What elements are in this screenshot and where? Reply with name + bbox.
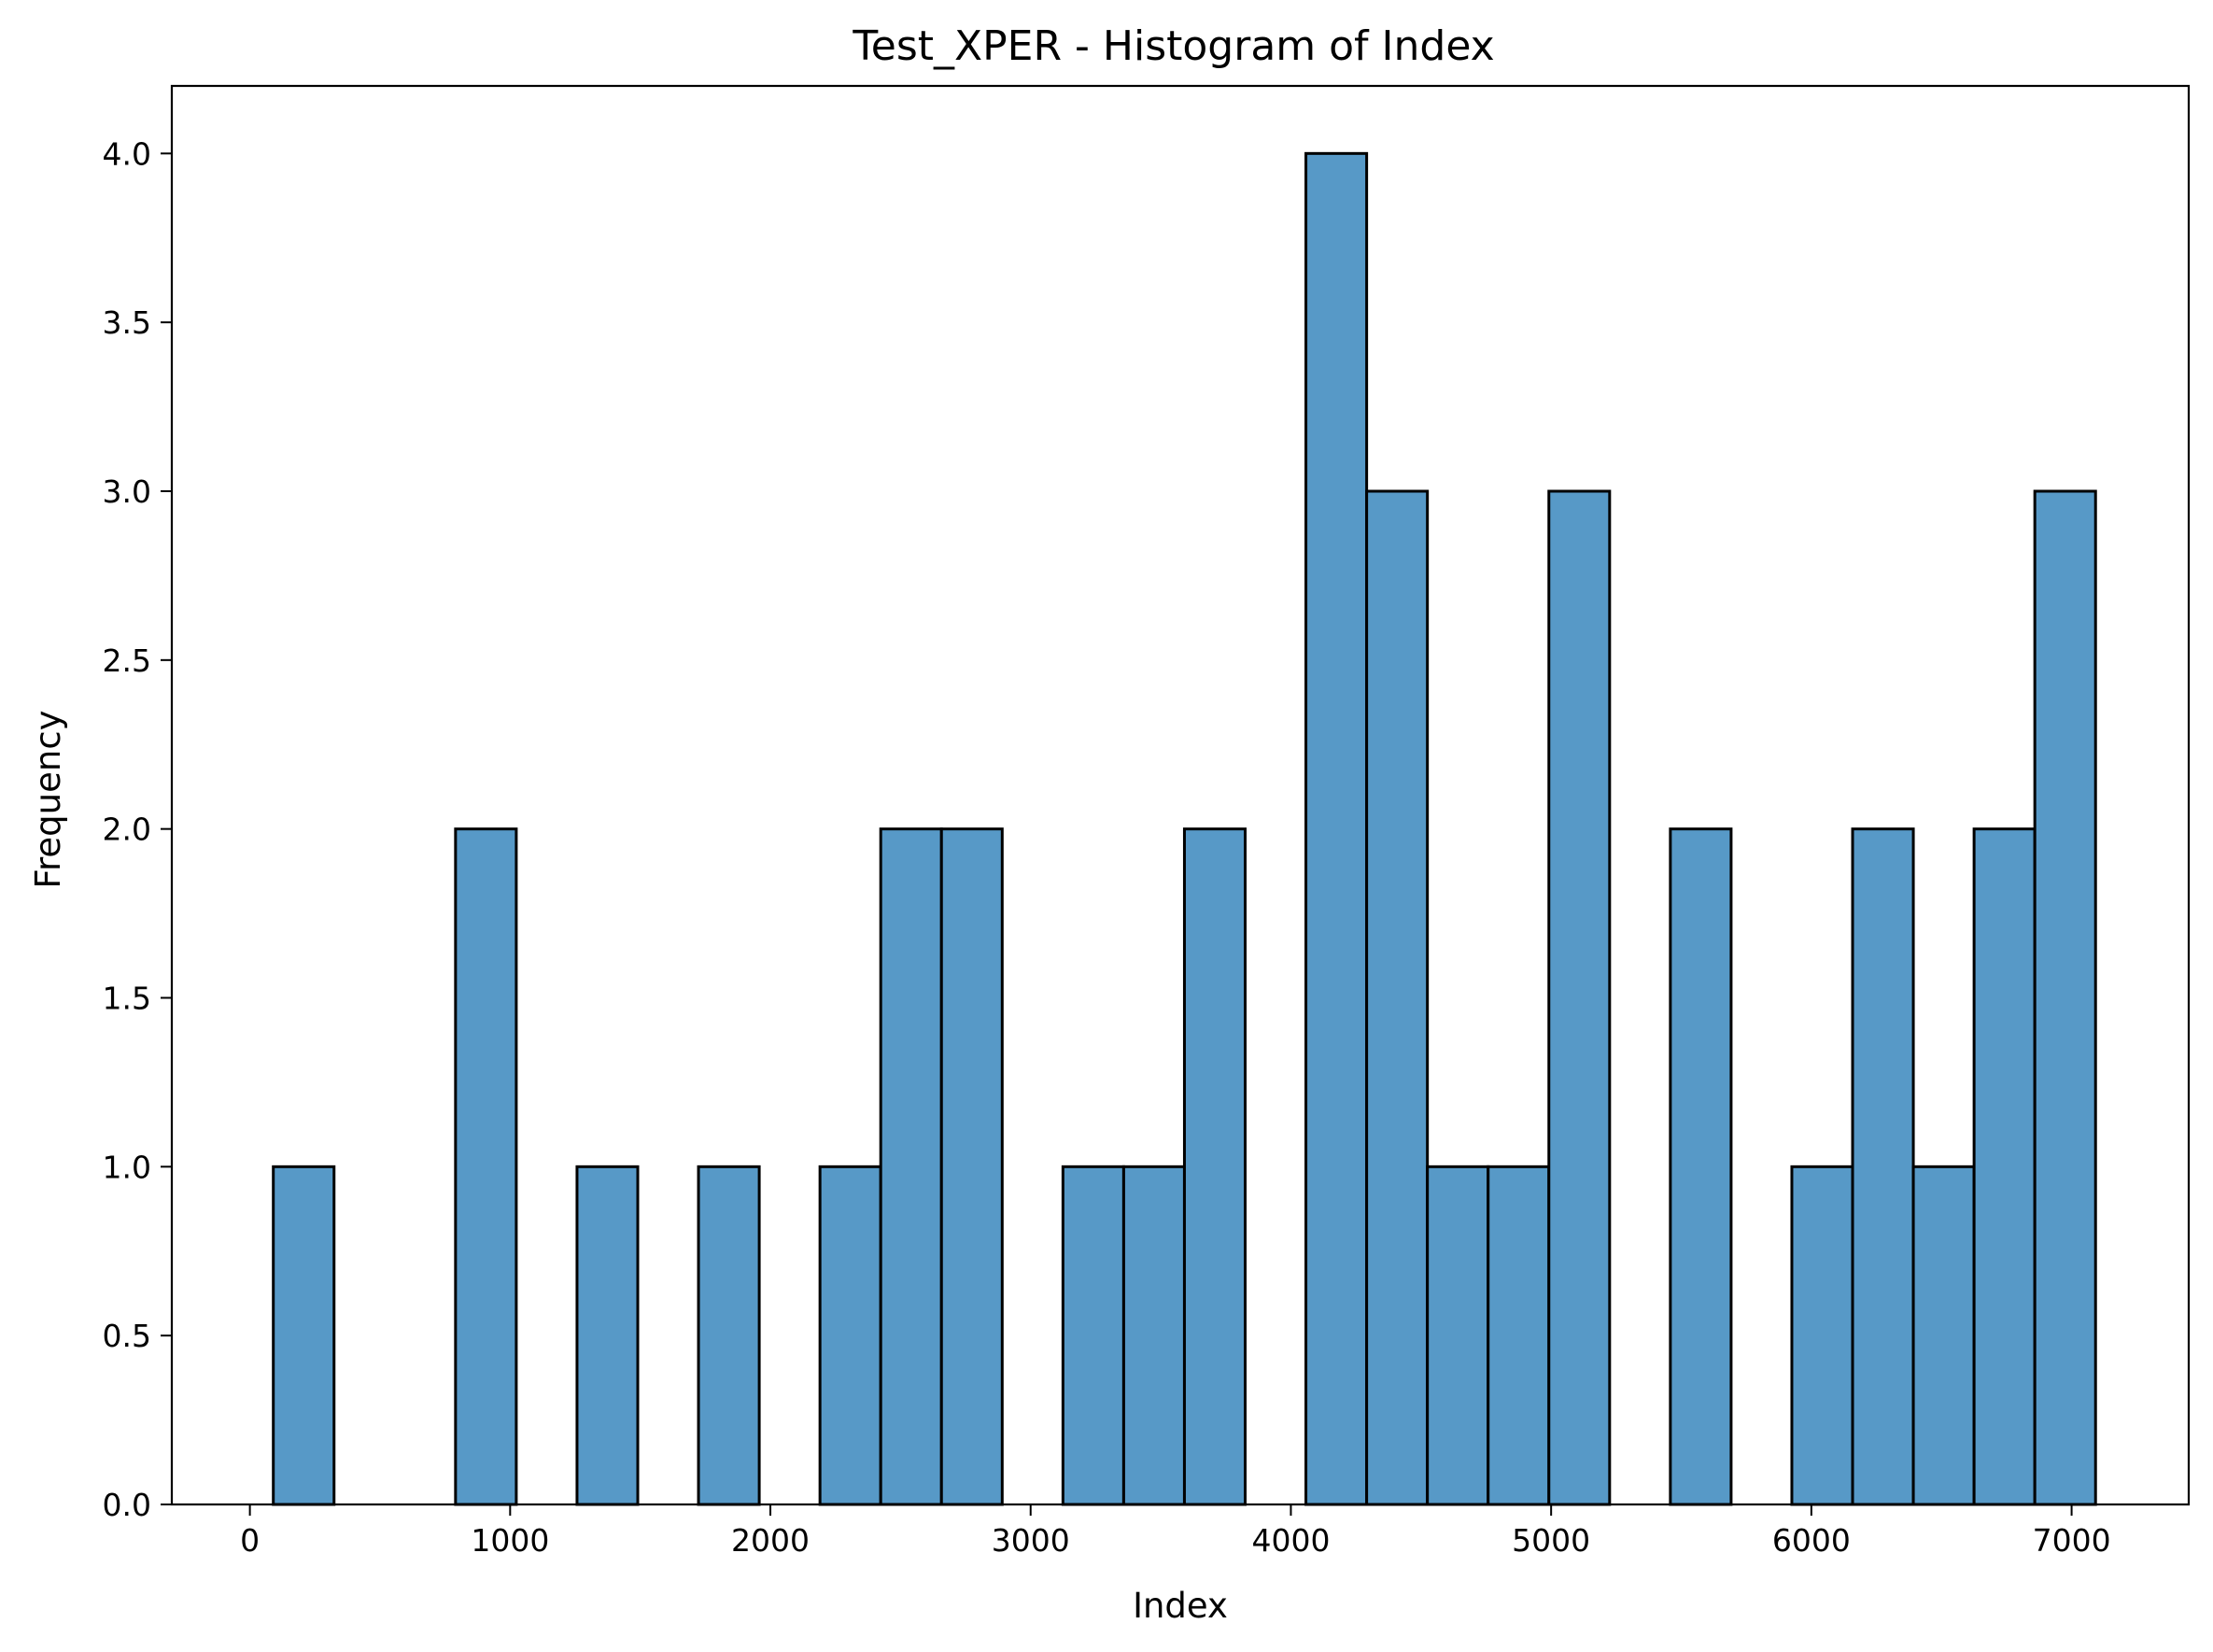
histogram-bar — [272, 1165, 336, 1506]
histogram-bar — [1911, 1165, 1976, 1506]
y-tick-label: 0.5 — [103, 1318, 151, 1354]
y-tick-label: 4.0 — [103, 135, 151, 172]
histogram-bar — [697, 1165, 761, 1506]
x-tick-label: 7000 — [2033, 1522, 2111, 1559]
histogram-bar — [1972, 827, 2037, 1506]
histogram-bar — [879, 827, 943, 1506]
histogram-bar — [1304, 151, 1369, 1506]
histogram-bar — [818, 1165, 882, 1506]
y-tick-label: 2.5 — [103, 642, 151, 679]
histogram-bar — [1851, 827, 1915, 1506]
x-tick-label: 2000 — [731, 1522, 810, 1559]
x-tick-label: 6000 — [1772, 1522, 1851, 1559]
x-tick-label: 3000 — [992, 1522, 1070, 1559]
histogram-bar — [939, 827, 1004, 1506]
x-tick-label: 4000 — [1251, 1522, 1330, 1559]
y-tick-label: 3.0 — [103, 473, 151, 510]
histogram-bar — [1547, 489, 1612, 1506]
y-axis-ticks: 0.0 0.5 1.0 1.5 2.0 2.5 3.0 3.5 4.0 — [103, 135, 172, 1523]
y-tick-label: 1.5 — [103, 981, 151, 1017]
chart-title: Test_XPER - Histogram of Index — [852, 22, 1494, 70]
histogram-bar — [1487, 1165, 1551, 1506]
histogram-bar — [1426, 1165, 1490, 1506]
x-axis-ticks: 0 1000 2000 3000 4000 5000 6000 7000 — [240, 1504, 2111, 1559]
y-tick-label: 3.5 — [103, 304, 151, 341]
histogram-bar — [1669, 827, 1733, 1506]
x-axis-label: Index — [1133, 1586, 1228, 1626]
plot-frame — [170, 84, 2191, 1506]
x-tick-label: 0 — [240, 1522, 260, 1559]
histogram-bar — [1182, 827, 1247, 1506]
histogram-bar — [1061, 1165, 1125, 1506]
x-tick-label: 5000 — [1512, 1522, 1590, 1559]
histogram-bar — [1121, 1165, 1186, 1506]
y-tick-label: 2.0 — [103, 812, 151, 848]
x-tick-label: 1000 — [471, 1522, 549, 1559]
bars-group — [272, 151, 2097, 1506]
y-tick-label: 1.0 — [103, 1149, 151, 1185]
y-axis-label: Frequency — [28, 710, 68, 888]
histogram-bar — [1790, 1165, 1854, 1506]
histogram-bar — [454, 827, 518, 1506]
histogram-bar — [2033, 489, 2097, 1506]
y-tick-label: 0.0 — [103, 1487, 151, 1523]
histogram-bar — [575, 1165, 640, 1506]
histogram-bar — [1365, 489, 1430, 1506]
